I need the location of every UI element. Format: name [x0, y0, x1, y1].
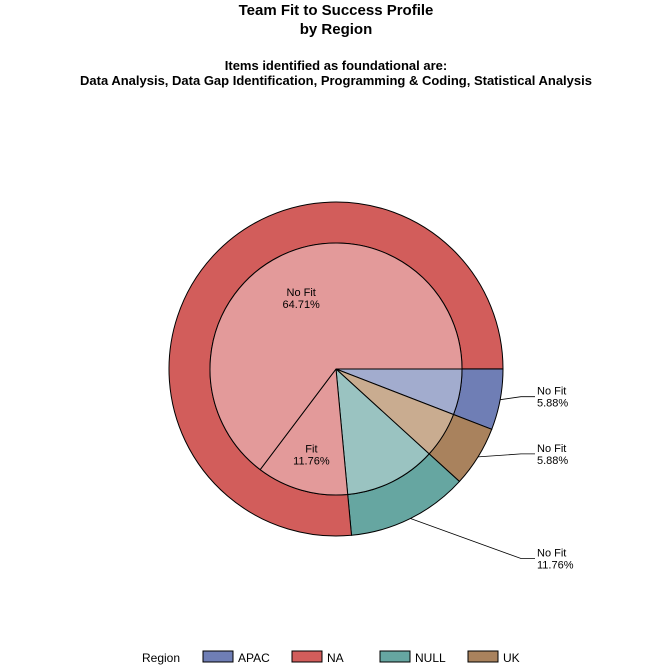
legend-title: Region	[142, 651, 180, 665]
leader-line-null	[410, 518, 535, 559]
legend-label-na: NA	[327, 651, 344, 665]
pie-slice-na-no-fit	[209, 242, 463, 471]
slice-value-uk-no-fit: 5.88%	[537, 455, 568, 467]
legend-label-apac: APAC	[238, 651, 270, 665]
chart-title-line-2: by Region	[300, 21, 373, 38]
legend-label-null: NULL	[415, 651, 446, 665]
leader-line-apac	[500, 396, 535, 401]
legend-label-uk: UK	[503, 651, 520, 665]
chart-title: Team Fit to Success Profile	[239, 2, 434, 19]
slice-value-na-fit: 11.76%	[293, 456, 330, 468]
slice-label-uk-no-fit: No Fit	[537, 443, 566, 455]
slice-label-na-no-fit: No Fit	[287, 287, 316, 299]
pie-slice-na-fit	[259, 367, 349, 496]
leader-line-uk	[477, 453, 535, 458]
legend-swatch-null	[379, 650, 411, 663]
legend: Region APAC NA NULL UK	[142, 650, 520, 665]
chart-subtitle-line-2: Data Analysis, Data Gap Identification, …	[80, 73, 592, 88]
legend-swatch-uk	[467, 650, 499, 663]
outer-ring	[168, 201, 504, 537]
slice-label-na-fit: Fit	[305, 444, 317, 456]
slice-label-null-no-fit: No Fit	[537, 548, 566, 560]
inner-pie	[209, 242, 463, 496]
chart-subtitle: Items identified as foundational are:	[225, 58, 447, 73]
slice-value-na-no-fit: 64.71%	[283, 299, 321, 311]
legend-swatch-apac	[202, 650, 234, 663]
legend-swatch-na	[291, 650, 323, 663]
slice-value-null-no-fit: 11.76%	[537, 560, 574, 572]
slice-value-apac-no-fit: 5.88%	[537, 398, 568, 410]
slice-label-apac-no-fit: No Fit	[537, 386, 566, 398]
pie-slice-null-no-fit	[335, 367, 430, 496]
